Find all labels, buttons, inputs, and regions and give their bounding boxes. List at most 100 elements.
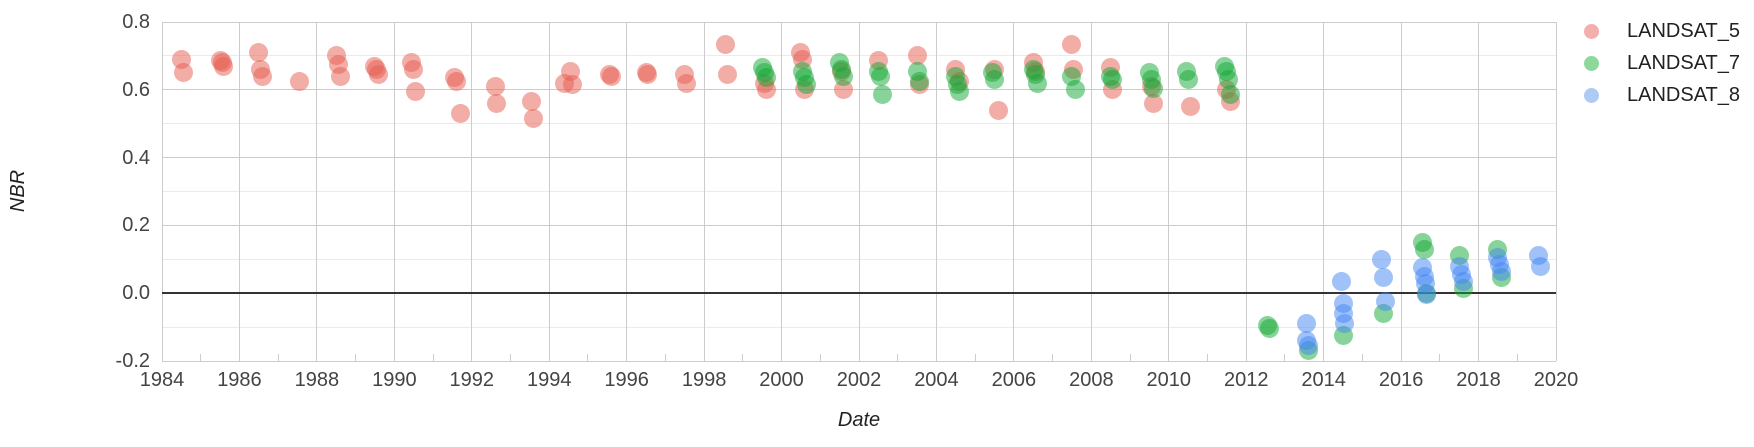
data-point-landsat_7[interactable] <box>1143 78 1163 98</box>
data-point-landsat_5[interactable] <box>638 65 658 85</box>
data-point-landsat_5[interactable] <box>522 92 542 112</box>
y-tick-label: 0.6 <box>122 78 150 101</box>
data-point-landsat_7[interactable] <box>797 75 817 95</box>
legend-swatch-icon <box>1584 23 1599 39</box>
data-point-landsat_5[interactable] <box>446 71 466 91</box>
vertical-gridline <box>1090 22 1092 361</box>
data-point-landsat_5[interactable] <box>562 75 582 95</box>
minor-x-tick <box>974 354 976 361</box>
data-point-landsat_7[interactable] <box>1027 73 1047 93</box>
data-point-landsat_7[interactable] <box>909 71 929 91</box>
minor-x-tick <box>587 354 589 361</box>
data-point-landsat_5[interactable] <box>450 104 470 124</box>
legend-item-landsat-5[interactable]: LANDSAT_5 <box>1584 15 1740 47</box>
legend-item-landsat-7[interactable]: LANDSAT_7 <box>1584 47 1740 79</box>
minor-x-tick <box>1439 354 1441 361</box>
minor-x-tick <box>897 354 899 361</box>
data-point-landsat_5[interactable] <box>1143 93 1163 113</box>
data-point-landsat_8[interactable] <box>1531 256 1550 276</box>
data-point-landsat_5[interactable] <box>988 100 1008 120</box>
data-point-landsat_5[interactable] <box>369 65 389 85</box>
data-point-landsat_8[interactable] <box>1298 336 1318 356</box>
data-point-landsat_8[interactable] <box>1331 271 1351 291</box>
data-point-landsat_8[interactable] <box>1296 314 1316 334</box>
vertical-gridline <box>1013 22 1015 361</box>
data-point-landsat_5[interactable] <box>214 56 234 76</box>
data-point-landsat_7[interactable] <box>985 70 1005 90</box>
data-point-landsat_5[interactable] <box>487 93 507 113</box>
major-gridline <box>162 360 1556 362</box>
minor-x-tick <box>200 354 202 361</box>
data-point-landsat_5[interactable] <box>715 34 735 54</box>
data-point-landsat_7[interactable] <box>1414 239 1434 259</box>
data-point-landsat_5[interactable] <box>1180 97 1200 117</box>
data-point-landsat_5[interactable] <box>1062 34 1082 54</box>
y-tick-label: 0.8 <box>122 11 150 33</box>
data-point-landsat_7[interactable] <box>756 68 776 88</box>
y-tick-label: 0.0 <box>122 282 150 305</box>
x-tick-label: 1988 <box>294 369 340 391</box>
x-tick-label: 1992 <box>449 369 495 391</box>
data-point-landsat_5[interactable] <box>249 43 269 62</box>
data-point-landsat_8[interactable] <box>1372 249 1392 269</box>
data-point-landsat_5[interactable] <box>253 66 273 86</box>
data-point-landsat_7[interactable] <box>1259 319 1279 339</box>
legend-item-landsat-8[interactable]: LANDSAT_8 <box>1584 79 1740 111</box>
data-point-landsat_5[interactable] <box>330 66 350 86</box>
data-point-landsat_7[interactable] <box>1103 70 1123 90</box>
data-point-landsat_5[interactable] <box>677 73 697 93</box>
minor-x-tick <box>355 354 357 361</box>
legend-label: LANDSAT_5 <box>1627 19 1741 42</box>
legend-swatch-icon <box>1584 87 1599 103</box>
minor-x-tick <box>1516 354 1518 361</box>
data-point-landsat_8[interactable] <box>1453 271 1473 291</box>
x-tick-label: 2014 <box>1301 369 1346 391</box>
x-tick-label: 2004 <box>914 369 959 391</box>
data-point-landsat_5[interactable] <box>404 59 424 79</box>
vertical-gridline <box>161 22 163 361</box>
data-point-landsat_5[interactable] <box>485 76 505 96</box>
data-point-landsat_7[interactable] <box>950 81 970 101</box>
data-point-landsat_8[interactable] <box>1416 285 1436 305</box>
vertical-gridline <box>781 22 783 361</box>
data-point-landsat_7[interactable] <box>870 66 890 86</box>
data-point-landsat_5[interactable] <box>289 71 309 91</box>
vertical-gridline <box>1168 22 1170 361</box>
x-tick-label: 2020 <box>1533 369 1579 391</box>
data-point-landsat_8[interactable] <box>1374 268 1394 288</box>
data-point-landsat_7[interactable] <box>872 85 892 105</box>
x-axis-title: Date <box>837 409 881 431</box>
minor-x-tick <box>664 354 666 361</box>
data-point-landsat_5[interactable] <box>173 63 193 83</box>
x-tick-label: 1996 <box>604 369 649 391</box>
data-point-landsat_7[interactable] <box>1219 70 1239 90</box>
y-tick-label: -0.2 <box>115 350 150 372</box>
vertical-gridline <box>1478 22 1480 361</box>
data-point-landsat_7[interactable] <box>834 66 853 86</box>
data-point-landsat_8[interactable] <box>1376 292 1396 312</box>
data-point-landsat_5[interactable] <box>406 81 426 101</box>
x-tick-label: 2018 <box>1456 369 1501 391</box>
y-tick-label: 0.4 <box>122 146 150 169</box>
data-point-landsat_7[interactable] <box>1221 85 1241 105</box>
x-tick-label: 2006 <box>991 369 1037 391</box>
legend-label: LANDSAT_7 <box>1627 51 1741 74</box>
data-point-landsat_7[interactable] <box>1066 80 1086 100</box>
minor-x-tick <box>819 354 821 361</box>
minor-x-tick <box>1361 354 1363 361</box>
data-point-landsat_8[interactable] <box>1492 261 1512 281</box>
data-point-landsat_5[interactable] <box>907 46 927 66</box>
x-tick-label: 1984 <box>139 369 185 391</box>
minor-x-tick <box>1129 354 1131 361</box>
minor-x-tick <box>1052 354 1054 361</box>
data-point-landsat_5[interactable] <box>524 109 544 129</box>
vertical-gridline <box>238 22 240 361</box>
data-point-landsat_7[interactable] <box>1178 70 1198 90</box>
data-point-landsat_8[interactable] <box>1335 314 1355 334</box>
data-point-landsat_5[interactable] <box>601 67 621 87</box>
minor-x-tick <box>1207 354 1208 361</box>
x-tick-label: 2010 <box>1146 369 1192 391</box>
data-point-landsat_5[interactable] <box>717 65 737 85</box>
x-tick-label: 1990 <box>372 369 417 391</box>
